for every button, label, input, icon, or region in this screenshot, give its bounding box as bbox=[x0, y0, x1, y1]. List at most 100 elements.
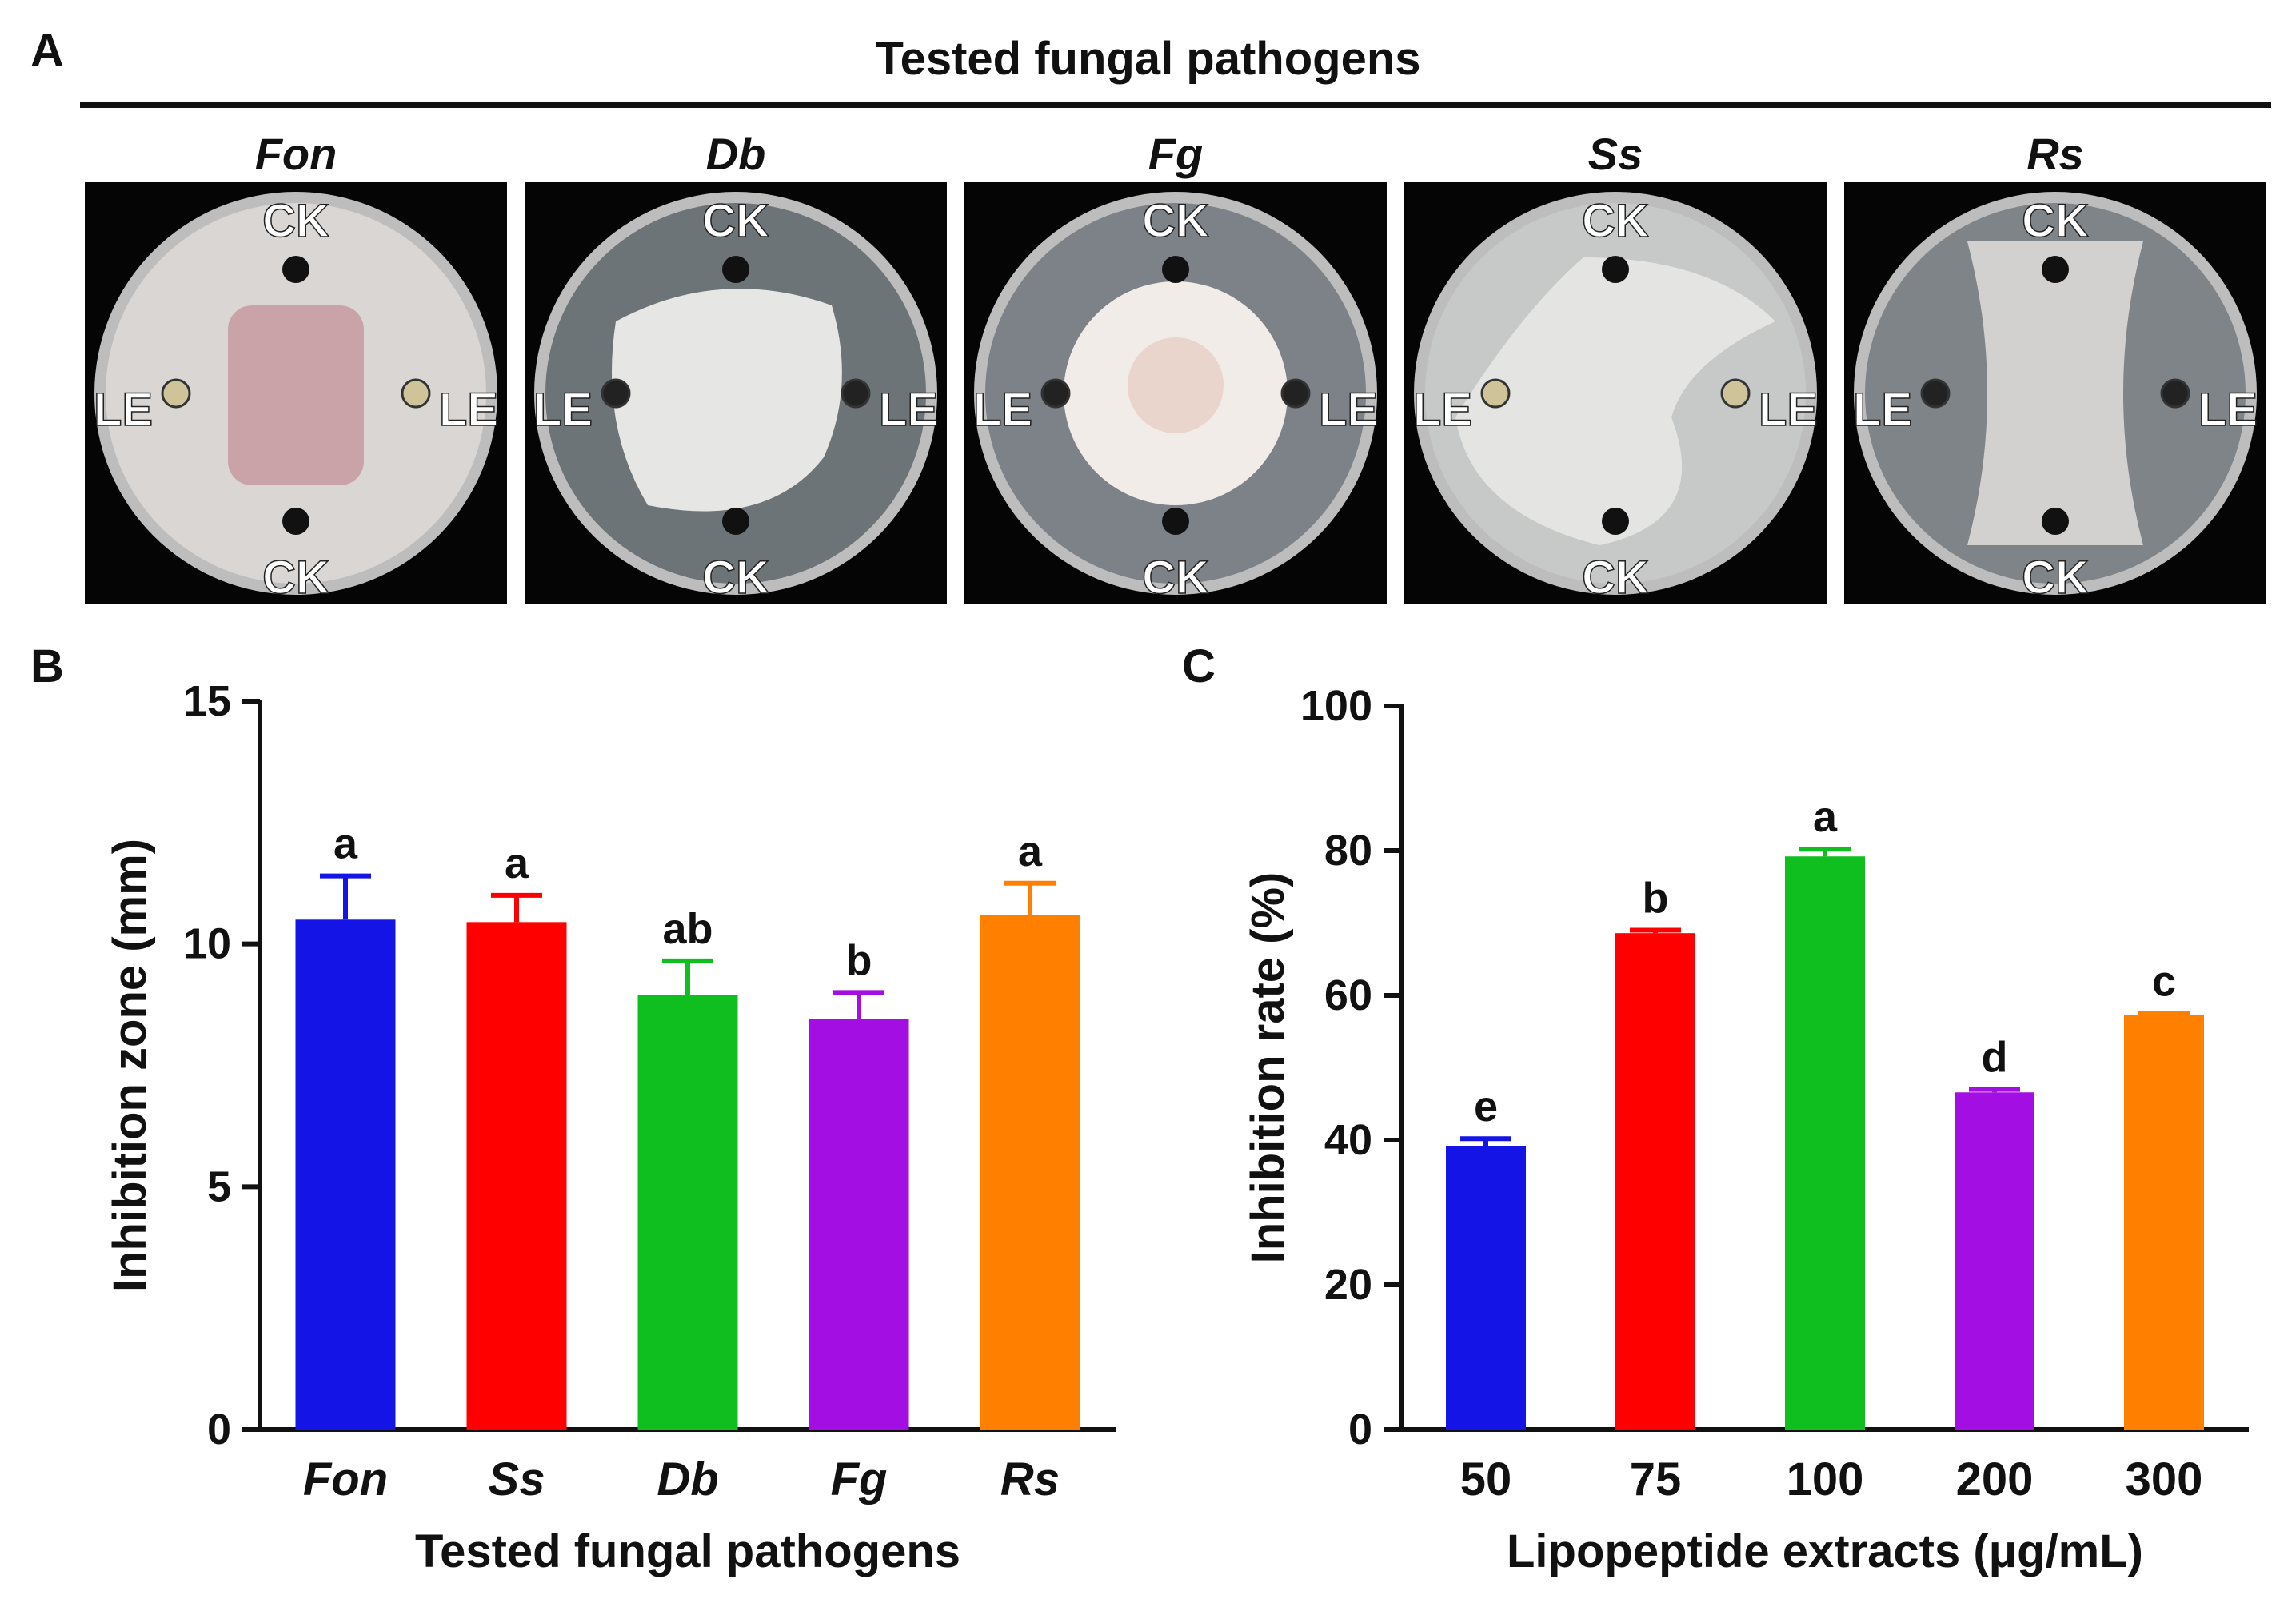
label-ck-bottom: CK bbox=[702, 552, 769, 604]
label-le-left: LE bbox=[533, 384, 593, 436]
fungal-colony bbox=[612, 289, 842, 512]
significance-label: a bbox=[333, 820, 358, 868]
bar-fon bbox=[295, 919, 396, 1430]
x-tick-label: Rs bbox=[1000, 1454, 1060, 1505]
significance-label: a bbox=[505, 839, 529, 887]
plate-name: Fon bbox=[255, 129, 337, 179]
well-top bbox=[282, 256, 309, 283]
plate-db: Db CK CK LE LE bbox=[525, 129, 947, 604]
significance-label: ab bbox=[662, 905, 713, 953]
well-right bbox=[1280, 378, 1311, 409]
well-top bbox=[722, 256, 749, 283]
chart-b: 0 5 10 15 a Fon a Ss ab Db b Fg a Rs Tested fungal pat… bbox=[104, 677, 1116, 1577]
well-bottom bbox=[1602, 508, 1629, 535]
plate-fg: Fg CK CK LE LE bbox=[964, 129, 1387, 604]
label-ck-top: CK bbox=[2022, 195, 2089, 247]
well-bottom bbox=[2042, 508, 2069, 535]
panel-a-title-rule bbox=[80, 102, 2271, 108]
significance-label: c bbox=[2152, 958, 2176, 1006]
label-le-right: LE bbox=[2198, 384, 2258, 436]
x-tick-label: 50 bbox=[1460, 1454, 1512, 1505]
x-tick-label: 200 bbox=[1956, 1454, 2034, 1505]
plate-rs: Rs CK CK LE LE bbox=[1844, 129, 2266, 604]
x-tick-label: 100 bbox=[1787, 1454, 1864, 1505]
label-ck-top: CK bbox=[1582, 195, 1649, 247]
y-tick-label: 0 bbox=[1348, 1406, 1372, 1454]
panel-a-letter: A bbox=[30, 25, 64, 77]
significance-label: e bbox=[1474, 1083, 1498, 1130]
y-tick-label: 20 bbox=[1324, 1261, 1372, 1309]
well-left bbox=[1920, 378, 1951, 409]
y-tick-label: 0 bbox=[207, 1406, 231, 1454]
label-ck-top: CK bbox=[262, 195, 329, 247]
bar-100 bbox=[1785, 856, 1865, 1430]
label-le-left: LE bbox=[1853, 384, 1912, 436]
bar-ss bbox=[466, 922, 567, 1430]
plate-name: Db bbox=[706, 129, 766, 179]
plate-name: Fg bbox=[1148, 129, 1203, 179]
bar-fg bbox=[809, 1019, 909, 1430]
plate-name: Ss bbox=[1588, 129, 1643, 179]
label-le-right: LE bbox=[1319, 384, 1378, 436]
bar-200 bbox=[1955, 1092, 2034, 1430]
well-bottom bbox=[282, 508, 309, 535]
label-ck-bottom: CK bbox=[1582, 552, 1649, 604]
plate-name: Rs bbox=[2026, 129, 2084, 179]
y-tick-label: 100 bbox=[1300, 682, 1372, 730]
label-le-left: LE bbox=[1413, 384, 1472, 436]
x-tick-label: Db bbox=[657, 1454, 718, 1505]
label-ck-top: CK bbox=[1142, 195, 1209, 247]
label-le-left: LE bbox=[973, 384, 1032, 436]
panel-c-letter: C bbox=[1182, 640, 1216, 692]
plate-ss: Ss CK CK LE LE bbox=[1404, 129, 1827, 604]
significance-label: a bbox=[1018, 827, 1043, 875]
panel-b-letter: B bbox=[30, 640, 64, 692]
x-tick-label: 300 bbox=[2126, 1454, 2203, 1505]
panel-a-title: Tested fungal pathogens bbox=[875, 33, 1421, 85]
well-bottom bbox=[722, 508, 749, 535]
well-bottom bbox=[1162, 508, 1189, 535]
label-le-right: LE bbox=[879, 384, 938, 436]
y-tick-label: 10 bbox=[183, 920, 231, 968]
well-right bbox=[1720, 378, 1751, 409]
fungal-colony bbox=[1455, 257, 1775, 545]
label-ck-bottom: CK bbox=[2022, 552, 2089, 604]
well-top bbox=[2042, 256, 2069, 283]
x-tick-label: Fon bbox=[303, 1454, 388, 1505]
fungal-colony bbox=[228, 305, 364, 485]
label-ck-bottom: CK bbox=[1142, 552, 1209, 604]
colony-center bbox=[1128, 337, 1224, 433]
label-ck-bottom: CK bbox=[262, 552, 329, 604]
well-left bbox=[601, 378, 631, 409]
well-top bbox=[1162, 256, 1189, 283]
significance-label: a bbox=[1813, 793, 1838, 841]
well-left bbox=[161, 378, 191, 409]
x-tick-label: Fg bbox=[831, 1454, 888, 1505]
x-tick-label: 75 bbox=[1630, 1454, 1682, 1505]
well-left bbox=[1040, 378, 1071, 409]
y-axis-title: Inhibition zone (mm) bbox=[104, 839, 156, 1292]
well-right bbox=[2160, 378, 2190, 409]
significance-label: b bbox=[846, 936, 872, 984]
plate-fon: Fon CK CK LE LE bbox=[85, 129, 507, 604]
y-axis-title: Inhibition rate (%) bbox=[1242, 872, 1294, 1264]
y-tick-label: 15 bbox=[183, 677, 231, 725]
bar-50 bbox=[1446, 1146, 1526, 1430]
bar-db bbox=[637, 995, 738, 1430]
bar-300 bbox=[2124, 1015, 2204, 1430]
significance-label: b bbox=[1643, 875, 1669, 923]
x-axis-title: Tested fungal pathogens bbox=[415, 1525, 960, 1577]
y-tick-label: 40 bbox=[1324, 1116, 1372, 1164]
label-le-right: LE bbox=[439, 384, 498, 436]
x-axis-title: Lipopeptide extracts (μg/mL) bbox=[1507, 1525, 2143, 1577]
panel-a-plates: Fon CK CK LE LE Db CK CK LE LE Fg CK CK LE LE Ss CK CK LE L… bbox=[85, 129, 2266, 604]
fungal-colony bbox=[1967, 241, 2143, 545]
chart-c: 0 20 40 60 80 100 e 50 b 75 a 100 d 200 c 300 Lipopeptid… bbox=[1242, 682, 2249, 1577]
bar-75 bbox=[1615, 933, 1695, 1430]
well-right bbox=[841, 378, 871, 409]
y-tick-label: 60 bbox=[1324, 971, 1372, 1019]
label-ck-top: CK bbox=[702, 195, 769, 247]
well-top bbox=[1602, 256, 1629, 283]
x-tick-label: Ss bbox=[489, 1454, 545, 1505]
significance-label: d bbox=[1982, 1034, 2008, 1082]
